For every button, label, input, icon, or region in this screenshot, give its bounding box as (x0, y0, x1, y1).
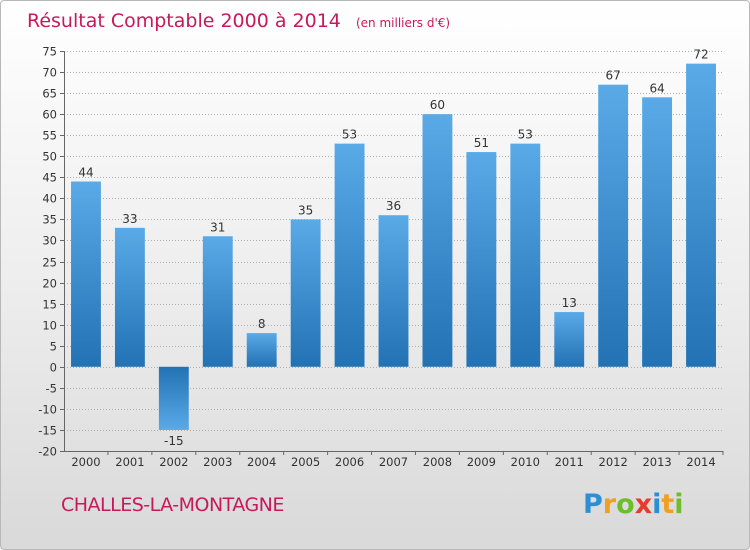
place-name: CHALLES-LA-MONTAGNE (61, 494, 284, 516)
bar-2004 (246, 333, 277, 367)
x-tick-label: 2013 (642, 455, 671, 469)
y-tick-label: -10 (38, 403, 57, 417)
x-tick-label: 2003 (203, 455, 232, 469)
x-tick-label: 2002 (159, 455, 188, 469)
bar-value-label: 31 (210, 220, 225, 234)
y-tick-label: 65 (42, 87, 57, 101)
bar-value-label: 67 (606, 69, 621, 83)
chart-title-group: Résultat Comptable 2000 à 2014 (en milli… (27, 10, 450, 32)
x-tick-label: 2007 (379, 455, 408, 469)
bars: 44 33 -15 31 8 35 53 36 60 51 53 13 67 64 72 (71, 48, 716, 448)
x-tick-label: 2010 (511, 455, 540, 469)
x-tick-label: 2004 (247, 455, 276, 469)
y-tick-label: 45 (42, 171, 57, 185)
y-tick-label: 35 (42, 213, 57, 227)
logo-letter: P (583, 489, 603, 520)
chart-title: Résultat Comptable 2000 à 2014 (27, 10, 341, 32)
x-tick-label: 2011 (555, 455, 584, 469)
bar-2010 (510, 143, 541, 367)
y-tick-label: 5 (50, 340, 57, 354)
y-tick-label: 70 (42, 66, 57, 80)
y-tick-label: 40 (42, 192, 57, 206)
bar-value-label: 53 (342, 128, 357, 142)
bar-value-label: 36 (386, 199, 401, 213)
bar-2001 (114, 227, 145, 367)
y-axis-ticks: -20 -15 -10 -5 0 5 10 15 20 25 30 35 40 45 50 55 60 65 70 7… (38, 45, 64, 459)
bar-2006 (334, 143, 365, 367)
bar-2002 (158, 366, 189, 430)
x-tick-label: 2001 (115, 455, 144, 469)
y-tick-label: 50 (42, 150, 57, 164)
x-tick-label: 2005 (291, 455, 320, 469)
proxiti-logo: Proxiti (583, 489, 684, 520)
bar-value-label: 64 (649, 81, 664, 95)
bar-2012 (598, 84, 629, 367)
y-tick-label: -5 (46, 382, 57, 396)
y-tick-label: 20 (42, 277, 57, 291)
bar-2011 (554, 312, 585, 367)
y-tick-label: 15 (42, 298, 57, 312)
y-tick-label: 60 (42, 108, 57, 122)
y-tick-label: -15 (38, 424, 57, 438)
bar-2005 (290, 219, 321, 367)
x-tick-label: 2014 (686, 455, 715, 469)
x-tick-label: 2006 (335, 455, 364, 469)
bar-value-label: 53 (518, 128, 533, 142)
y-tick-label: 0 (50, 361, 57, 375)
bar-2003 (202, 236, 233, 367)
logo-letter: r (602, 489, 617, 520)
y-tick-label: -20 (38, 445, 57, 459)
bar-2007 (378, 215, 409, 367)
chart-unit: (en milliers d'€) (356, 16, 450, 30)
bar-value-label: 72 (693, 48, 708, 62)
y-tick-label: 10 (42, 319, 57, 333)
bar-value-label: 44 (78, 166, 93, 180)
bar-value-label: 51 (474, 136, 489, 150)
bar-2008 (422, 114, 453, 367)
x-tick-label: 2012 (599, 455, 628, 469)
bar-value-label: -15 (164, 434, 184, 448)
logo-letter: o (616, 489, 635, 520)
bar-2009 (466, 152, 497, 367)
logo-letter: i (674, 489, 684, 520)
bar-value-label: 60 (430, 98, 445, 112)
logo-letter: t (661, 489, 675, 520)
x-tick-label: 2000 (71, 455, 100, 469)
bar-value-label: 35 (298, 203, 313, 217)
y-tick-label: 25 (42, 256, 57, 270)
x-tick-label: 2009 (467, 455, 496, 469)
x-axis-ticks: 2000 2001 2002 2003 2004 2005 2006 2007 2008 2009… (71, 451, 724, 469)
y-tick-label: 30 (42, 234, 57, 248)
logo-letter: x (634, 489, 653, 520)
logo-letter: i (652, 489, 662, 520)
bar-2014 (686, 63, 716, 367)
bar-value-label: 13 (562, 296, 577, 310)
bar-2000 (71, 181, 101, 367)
bar-value-label: 8 (258, 317, 266, 331)
y-tick-label: 75 (42, 45, 57, 59)
bar-value-label: 33 (122, 212, 137, 226)
bar-2013 (642, 97, 673, 367)
x-tick-label: 2008 (423, 455, 452, 469)
y-tick-label: 55 (42, 129, 57, 143)
